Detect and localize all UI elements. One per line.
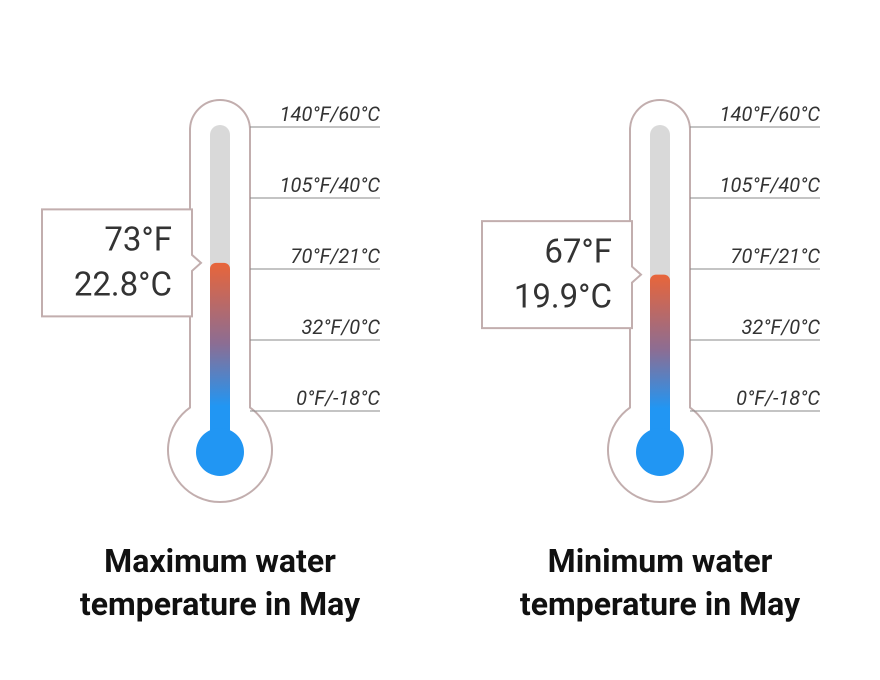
callout-fahrenheit: 67°F xyxy=(544,232,612,271)
mercury xyxy=(210,262,230,442)
callout xyxy=(481,220,643,330)
tick-label: 140°F/60°C xyxy=(280,102,381,126)
tick-label: 70°F/21°C xyxy=(291,244,381,268)
tick-label: 105°F/40°C xyxy=(720,173,821,197)
bulb xyxy=(196,428,244,476)
tick-label: 32°F/0°C xyxy=(741,315,820,339)
tick-label: 105°F/40°C xyxy=(280,173,381,197)
callout xyxy=(41,208,203,318)
thermometer: 0°F/-18°C 32°F/0°C 70°F/21°C 105°F/40°C 140°… xyxy=(481,99,821,503)
thermometer-title: Maximum water temperature in May xyxy=(79,542,361,623)
callout-celsius: 19.9°C xyxy=(514,277,612,316)
callout-celsius: 22.8°C xyxy=(74,266,172,305)
tick-label: 70°F/21°C xyxy=(731,244,821,268)
tick-label: 32°F/0°C xyxy=(301,315,380,339)
thermometer-title: Minimum water temperature in May xyxy=(519,542,801,623)
thermometers: 0°F/-18°C 32°F/0°C 70°F/21°C 105°F/40°C 140°… xyxy=(41,99,821,503)
callout-fahrenheit: 73°F xyxy=(104,221,172,260)
bulb xyxy=(636,428,684,476)
mercury xyxy=(650,274,670,442)
thermometer: 0°F/-18°C 32°F/0°C 70°F/21°C 105°F/40°C 140°… xyxy=(41,99,381,503)
tick-label: 140°F/60°C xyxy=(720,102,821,126)
tick-label: 0°F/-18°C xyxy=(296,386,380,410)
tick-label: 0°F/-18°C xyxy=(736,386,820,410)
